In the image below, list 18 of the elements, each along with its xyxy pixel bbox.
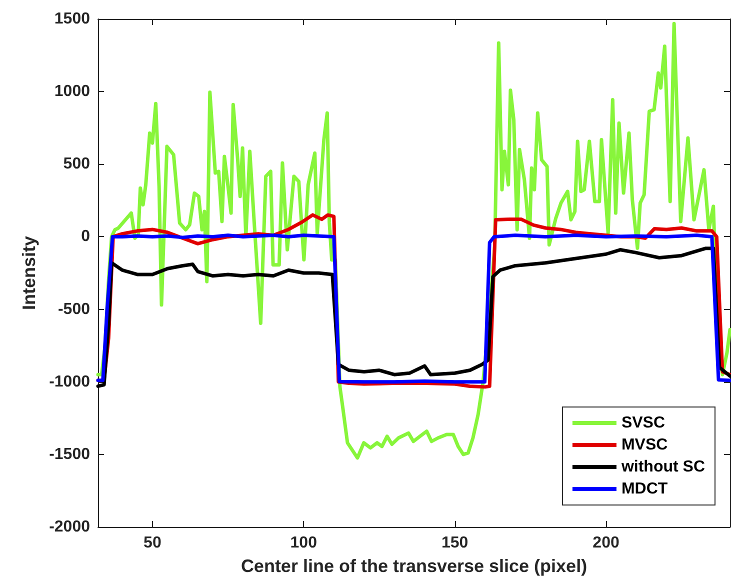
y-tick-label: -1500 (49, 446, 90, 463)
x-tick-label: 200 (592, 534, 620, 552)
y-tick-label: -500 (58, 300, 90, 318)
x-axis-title: Center line of the transverse slice (pixel) (240, 556, 588, 576)
x-tick-label: 100 (290, 534, 318, 552)
y-tick-label: 1000 (54, 83, 90, 100)
y-tick-label: 500 (63, 156, 90, 173)
legend-label: SVSC (621, 414, 666, 432)
y-axis-title: Intensity (19, 236, 39, 310)
y-tick-label: -2000 (49, 518, 90, 536)
y-tick-label: 1500 (54, 10, 90, 28)
y-tick-label: 0 (81, 228, 90, 246)
legend-label: without SC (620, 458, 706, 476)
x-tick-label: 50 (144, 534, 162, 552)
legend-label: MVSC (621, 436, 668, 454)
legend-label: MDCT (621, 480, 668, 498)
y-tick-label: -1000 (49, 373, 90, 390)
x-tick-label: 150 (441, 534, 468, 552)
